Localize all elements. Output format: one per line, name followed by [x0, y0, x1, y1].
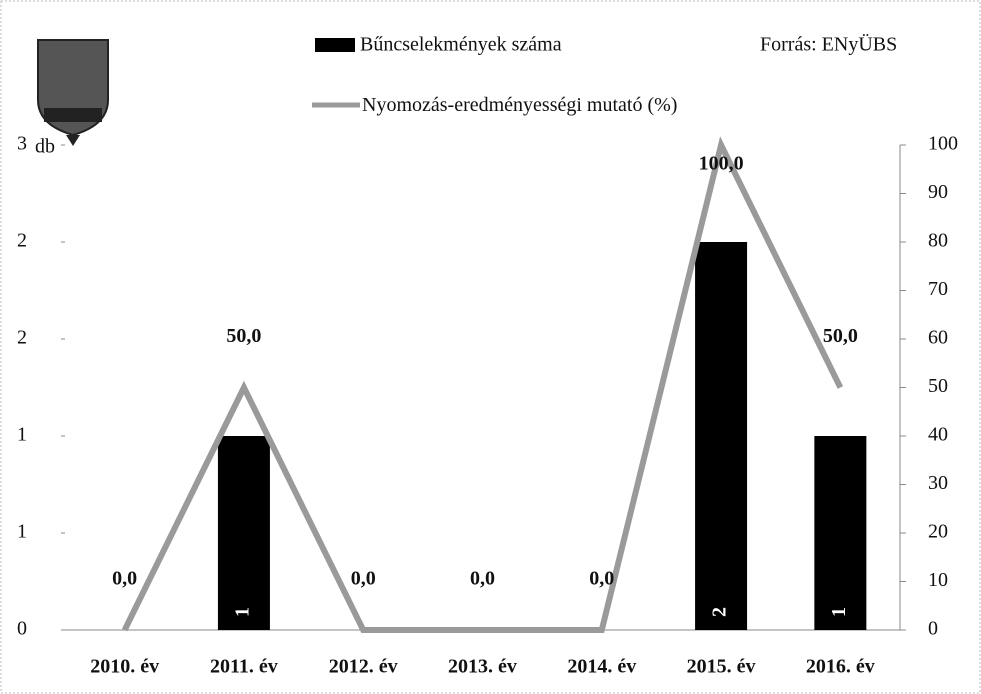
line-label: 0,0	[351, 568, 376, 590]
source: Forrás: ENyÜBS	[760, 33, 897, 56]
y2-tick-label: 40	[928, 424, 948, 446]
y2-tick-label: 0	[928, 618, 938, 640]
line-label: 50,0	[823, 325, 858, 347]
bar	[814, 436, 867, 630]
y2-tick-label: 30	[928, 472, 948, 494]
x-tick-label: 2014. év	[567, 656, 636, 678]
y-tick-label: 2	[17, 230, 27, 252]
y2-tick-label: 60	[928, 327, 948, 349]
y2-tick-label: 70	[928, 278, 948, 300]
bar-label: 1	[232, 607, 254, 617]
legend-label-wrap: Nyomozás-eredményességi mutató (%)	[362, 94, 678, 116]
line-label: 0,0	[112, 568, 137, 590]
line-label: 0,0	[589, 568, 614, 590]
y-tick-label: 1	[17, 424, 27, 446]
y-axis-label: db	[35, 136, 55, 158]
y-tick-label: 3	[17, 133, 27, 155]
y-tick-label: 1	[17, 521, 27, 543]
legend-label: Nyomozás-eredményességi mutató (%)	[362, 94, 678, 116]
bar	[695, 242, 748, 630]
line-label: 100,0	[699, 153, 744, 175]
x-tick-label: 2012. év	[329, 656, 398, 678]
bar-label: 2	[709, 607, 731, 617]
x-tick-label: 2010. év	[90, 656, 159, 678]
y2-tick-label: 20	[928, 521, 948, 543]
legend-swatch-bar	[315, 38, 355, 52]
bar	[217, 436, 270, 630]
bar-label: 1	[828, 607, 850, 617]
y2-tick-label: 90	[928, 181, 948, 203]
x-tick-label: 2013. év	[448, 656, 517, 678]
y-tick-label: 2	[17, 327, 27, 349]
logo	[37, 39, 109, 146]
y2-tick-label: 10	[928, 569, 948, 591]
line-label: 50,0	[226, 325, 261, 347]
y-tick-label: 0	[17, 618, 27, 640]
x-tick-label: 2016. év	[806, 656, 875, 678]
x-tick-label: 2015. év	[687, 656, 756, 678]
line	[121, 136, 844, 633]
x-tick-label: 2011. év	[210, 656, 278, 678]
y2-tick-label: 100	[928, 133, 958, 155]
legend-label: Bűncselekmények száma	[360, 34, 562, 56]
y2-tick-label: 80	[928, 230, 948, 252]
y2-tick-label: 50	[928, 375, 948, 397]
line-label: 0,0	[470, 568, 495, 590]
